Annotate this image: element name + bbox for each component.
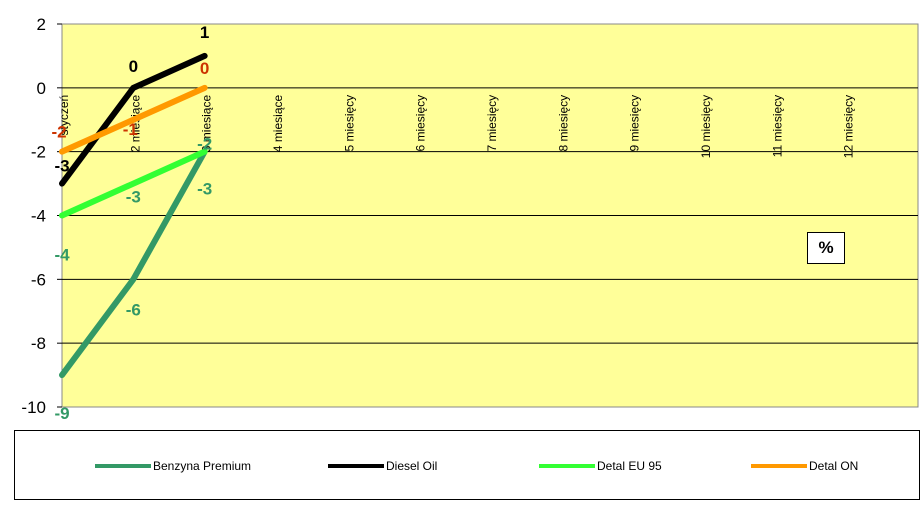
- chart-svg: 20-2-4-6-8-10 styczeń 2 miesiące 3 miesiąc…: [21, 15, 919, 423]
- series-line: [59, 148, 208, 219]
- data-label: 0: [129, 57, 138, 76]
- legend-item-diesel-oil: Diesel Oil: [328, 458, 437, 474]
- unit-label-box: %: [807, 232, 845, 264]
- legend-swatch-detal-eu-95: [539, 464, 595, 468]
- data-label-layer: -9 -6 -3 -3 0 1 -4 -3 -2 -2 -1 0: [51, 23, 212, 423]
- legend-label: Diesel Oil: [386, 459, 438, 473]
- legend-swatch-diesel-oil: [328, 464, 384, 468]
- legend: Benzyna Premium Diesel Oil Detal EU 95 D…: [14, 430, 920, 500]
- x-tick-label: 11 miesięcy: [770, 95, 784, 157]
- unit-label: %: [818, 238, 834, 257]
- data-label: -3: [54, 157, 69, 176]
- y-tick-label: -6: [31, 270, 46, 289]
- y-tick-label: 2: [37, 15, 46, 34]
- legend-label: Detal EU 95: [597, 459, 662, 473]
- legend-item-detal-on: Detal ON: [751, 458, 858, 474]
- x-tick-label: 6 miesięcy: [414, 95, 428, 152]
- data-label: 0: [200, 59, 209, 78]
- x-tick-label: 2 miesiące: [128, 95, 142, 153]
- y-tick-label: -8: [31, 334, 46, 353]
- series-line: [59, 52, 208, 187]
- x-tick-label: 4 miesiące: [271, 95, 285, 153]
- x-tick-label: 5 miesięcy: [342, 95, 356, 152]
- x-tick-label: 9 miesięcy: [628, 95, 642, 152]
- x-tick-label: 8 miesięcy: [556, 95, 570, 152]
- data-label: -6: [126, 300, 141, 319]
- legend-label: Detal ON: [809, 459, 859, 473]
- data-label: -4: [54, 246, 70, 265]
- series-line: [59, 84, 208, 155]
- legend-label: Benzyna Premium: [153, 459, 252, 473]
- legend-item-benzyna-premium: Benzyna Premium: [95, 458, 251, 474]
- data-label: -2: [51, 123, 66, 142]
- legend-swatch-benzyna-premium: [95, 464, 151, 468]
- series-layer: [59, 52, 208, 379]
- series-line: [59, 148, 208, 379]
- x-tick-label: 7 miesięcy: [485, 95, 499, 152]
- x-axis-ticks: styczeń 2 miesiące 3 miesiące 4 miesiące 5 m…: [57, 95, 856, 159]
- y-tick-label: -10: [21, 398, 46, 417]
- data-label: 1: [200, 23, 209, 42]
- legend-swatch-detal-on: [751, 464, 807, 468]
- x-tick-label: 10 miesięcy: [699, 95, 713, 158]
- x-tick-label: 12 miesięcy: [842, 95, 856, 158]
- data-label: -9: [54, 404, 69, 423]
- x-tick-label: styczeń: [57, 95, 71, 136]
- y-tick-label: -4: [31, 207, 46, 226]
- y-tick-label: -2: [31, 143, 46, 162]
- data-label: -1: [123, 120, 138, 139]
- y-axis-ticks: 2 0 -2 -4 -6 -8 -10: [21, 15, 46, 417]
- legend-item-detal-eu-95: Detal EU 95: [539, 458, 662, 474]
- y-tick-label: 0: [37, 79, 46, 98]
- data-label: -3: [126, 188, 141, 207]
- x-tick-label: 3 miesiące: [200, 95, 214, 153]
- data-label: -2: [197, 135, 212, 154]
- data-label: -3: [197, 180, 212, 199]
